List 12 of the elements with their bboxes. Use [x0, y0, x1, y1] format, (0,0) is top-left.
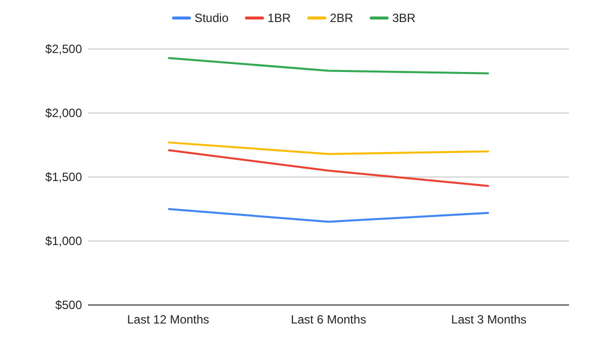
y-tick-label: $500: [55, 298, 82, 312]
legend-label: 1BR: [268, 11, 292, 25]
x-tick-label: Last 6 Months: [290, 312, 366, 327]
y-tick-label: $2,000: [45, 106, 82, 120]
legend-label: 2BR: [330, 11, 354, 25]
legend-label: 3BR: [392, 11, 416, 25]
x-tick-label: Last 12 Months: [127, 312, 210, 327]
y-tick-label: $1,500: [45, 170, 82, 184]
legend-label: Studio: [194, 11, 229, 25]
y-tick-label: $2,500: [45, 42, 82, 56]
y-tick-label: $1,000: [45, 234, 82, 248]
x-tick-label: Last 3 Months: [451, 312, 527, 327]
